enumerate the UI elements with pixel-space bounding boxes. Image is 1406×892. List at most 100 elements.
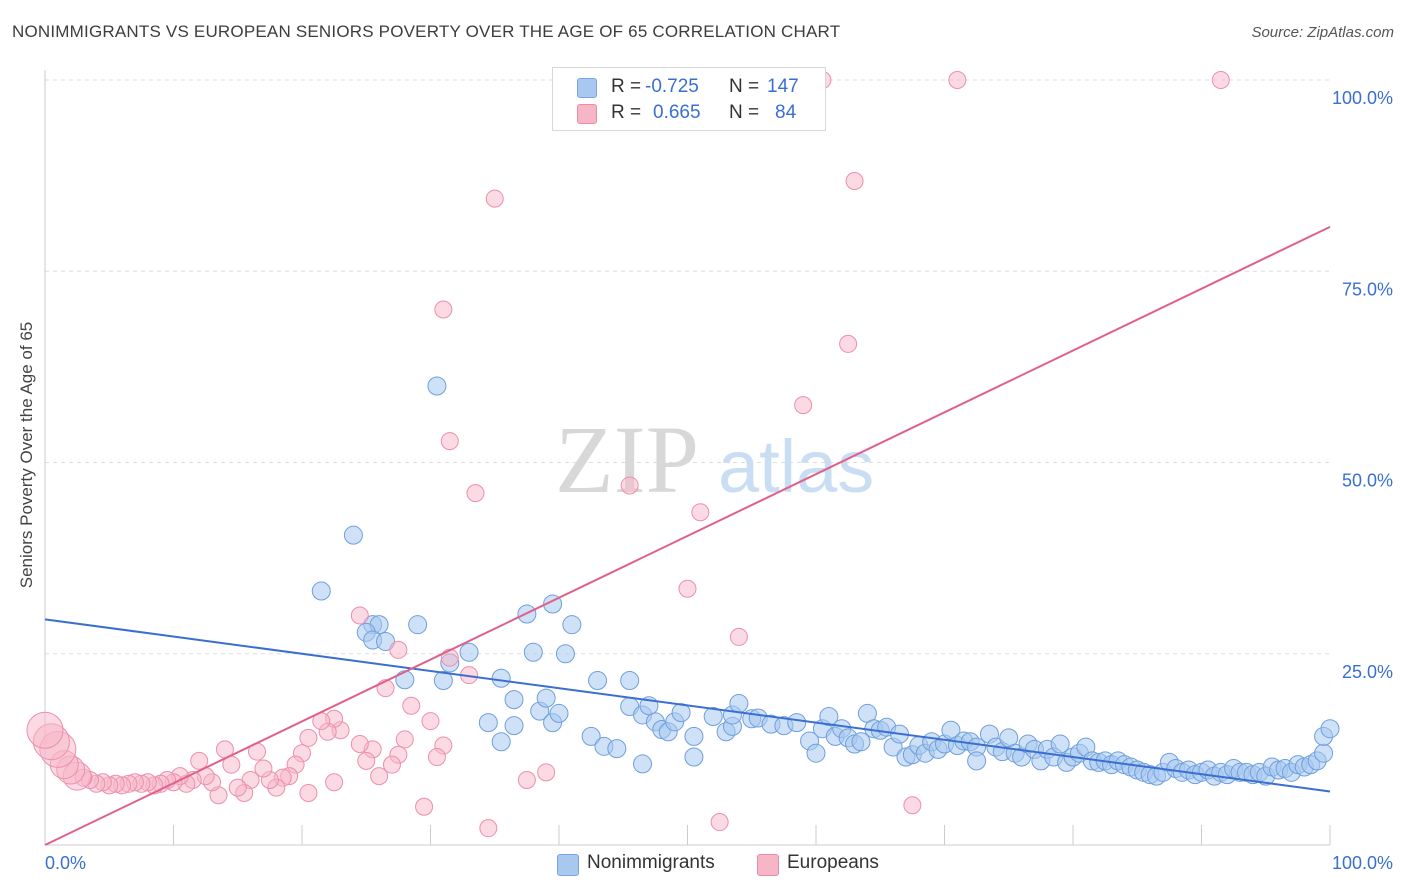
europeans-point: [440, 648, 459, 667]
nonimmigrants-point: [478, 713, 498, 733]
tick-labels: 25.0% 50.0% 75.0% 100.0% 0.0% 100.0%: [45, 88, 1393, 873]
grid-lines: [45, 79, 1330, 655]
europeans-point: [299, 783, 318, 802]
nonimmigrants-point: [459, 642, 479, 662]
nonimmigrants-points: [311, 376, 1340, 786]
nonimmigrants-point: [523, 642, 543, 662]
europeans-point: [620, 476, 639, 495]
nonimmigrants-point: [787, 713, 807, 733]
nonimmigrants-point: [491, 668, 511, 688]
europeans-point: [1211, 71, 1230, 89]
europeans-trend-line: [44, 225, 1331, 846]
europeans-point: [228, 778, 247, 797]
europeans-point: [254, 759, 273, 778]
legend-n-label: N =: [729, 76, 760, 97]
nonimmigrants-point: [1314, 743, 1334, 763]
y-axis-label: Seniors Poverty Over the Age of 65: [17, 322, 36, 588]
legend-n-value: 84: [775, 102, 797, 123]
europeans-point: [299, 728, 318, 747]
nonimmigrants-point: [588, 671, 608, 691]
chart-title: NONIMMIGRANTS VS EUROPEAN SENIORS POVERT…: [12, 22, 841, 41]
europeans-point: [370, 767, 389, 786]
europeans-point: [839, 334, 858, 353]
bottom-swatch-pink: [757, 854, 779, 876]
nonimmigrants-point: [427, 376, 447, 396]
europeans-point: [948, 71, 967, 89]
legend-r-value: 0.665: [653, 102, 701, 123]
europeans-point: [190, 751, 209, 770]
legend-r-value: -0.725: [645, 76, 699, 97]
europeans-point: [729, 627, 748, 646]
nonimmigrants-point: [633, 754, 653, 774]
nonimmigrants-point: [433, 671, 453, 691]
europeans-point: [434, 300, 453, 319]
bottom-legend-label: Europeans: [787, 852, 879, 873]
europeans-point: [678, 579, 697, 598]
legend-swatch-blue: [577, 78, 597, 98]
europeans-point: [402, 696, 421, 715]
nonimmigrants-point: [819, 706, 839, 726]
nonimmigrants-point: [729, 693, 749, 713]
stats-legend: R = -0.725 N = 147 R = 0.665 N = 84: [552, 67, 826, 131]
nonimmigrants-trend-line: [44, 618, 1331, 793]
europeans-point: [440, 432, 459, 451]
nonimmigrants-point: [851, 732, 871, 752]
nonimmigrants-point: [1050, 734, 1070, 754]
bottom-legend-label: Nonimmigrants: [587, 852, 715, 873]
nonimmigrants-point: [376, 632, 396, 652]
europeans-point: [427, 748, 446, 767]
nonimmigrants-point: [555, 644, 575, 664]
nonimmigrants-point: [1320, 719, 1340, 739]
europeans-point: [350, 735, 369, 754]
europeans-point: [395, 730, 414, 749]
watermark-atlas: atlas: [718, 425, 874, 508]
y-tick-label: 25.0%: [1342, 662, 1393, 682]
europeans-point: [691, 503, 710, 522]
legend-r-label: R =: [611, 102, 642, 123]
x-tick-label: 100.0%: [1332, 853, 1393, 873]
legend-n-value: 147: [767, 76, 799, 97]
nonimmigrants-point: [395, 670, 415, 690]
europeans-point: [903, 796, 922, 815]
nonimmigrants-point: [343, 525, 363, 545]
nonimmigrants-point: [491, 732, 511, 752]
nonimmigrants-point: [311, 581, 331, 601]
europeans-point: [421, 712, 440, 731]
x-tick-label: 0.0%: [45, 853, 86, 873]
nonimmigrants-point: [620, 671, 640, 691]
europeans-point: [415, 797, 434, 816]
nonimmigrants-point: [684, 747, 704, 767]
europeans-points: [26, 71, 1230, 838]
source-credit: Source: ZipAtlas.com: [1251, 24, 1394, 41]
y-tick-label: 100.0%: [1332, 88, 1393, 108]
legend-swatch-pink: [577, 104, 597, 124]
legend-r-label: R =: [611, 76, 642, 97]
europeans-point: [357, 751, 376, 770]
europeans-point: [537, 763, 556, 782]
nonimmigrants-point: [581, 726, 601, 746]
europeans-point: [710, 813, 729, 832]
europeans-point: [382, 755, 401, 774]
europeans-point: [325, 773, 344, 792]
nonimmigrants-point: [549, 703, 569, 723]
nonimmigrants-point: [684, 726, 704, 746]
nonimmigrants-point: [504, 716, 524, 736]
nonimmigrants-point: [967, 751, 987, 771]
y-tick-label: 50.0%: [1342, 471, 1393, 491]
europeans-point: [350, 606, 369, 625]
y-tick-label: 75.0%: [1342, 279, 1393, 299]
europeans-point: [389, 640, 408, 659]
nonimmigrants-point: [703, 706, 723, 726]
nonimmigrants-point: [562, 615, 582, 635]
nonimmigrants-point: [607, 739, 627, 759]
nonimmigrants-point: [504, 690, 524, 710]
bottom-swatch-blue: [557, 854, 579, 876]
trend-lines: [44, 225, 1331, 846]
europeans-point: [794, 396, 813, 415]
europeans-point: [485, 189, 504, 208]
europeans-point: [845, 171, 864, 190]
watermark-zip: ZIP: [555, 406, 699, 513]
nonimmigrants-point: [806, 743, 826, 763]
nonimmigrants-point: [536, 688, 556, 708]
